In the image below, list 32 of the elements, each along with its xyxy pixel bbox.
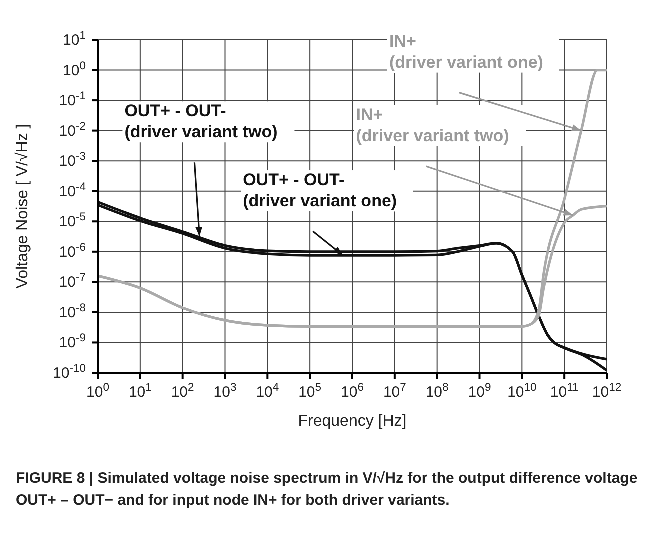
y-tick-label: 10$^{-4}$	[59, 181, 86, 200]
y-tick-label: 10$^{-9}$	[59, 332, 86, 352]
y-tick-label: 10$^{-1}$	[59, 90, 86, 110]
x-tick-label: 10$^{1}$	[128, 382, 152, 401]
annotation: IN+ (driver variant two)	[356, 105, 510, 146]
y-tick-label: 10$^{-3}$	[59, 151, 86, 170]
x-tick-label: 10$^{8}$	[426, 382, 449, 401]
x-tick-label: 10$^{11}$	[550, 382, 579, 401]
y-axis-title: Voltage Noise [ V/√Hz ]	[14, 124, 32, 289]
x-axis-title: Frequency [Hz]	[298, 413, 407, 430]
annotation: OUT+ - OUT- (driver variant one)	[243, 170, 398, 211]
x-tick-label: 10$^{4}$	[256, 382, 280, 401]
y-tick-label: 10$^{0}$	[63, 60, 86, 80]
x-tick-label: 10$^{0}$	[86, 382, 110, 401]
y-tick-label: 10$^{-5}$	[59, 212, 86, 231]
y-tick-label: 10$^{-8}$	[59, 302, 86, 322]
y-tick-label: 10$^{-7}$	[59, 272, 86, 292]
y-tick-label: 10$^{-2}$	[59, 120, 86, 140]
annotation: IN+ (driver variant one)	[389, 32, 544, 72]
x-tick-label: 10$^{6}$	[341, 382, 364, 401]
y-tick-label: 10$^{-6}$	[59, 242, 86, 261]
caption: FIGURE 8 | Simulated voltage noise spectrum in V/√Hz for the output difference voltage OUT+ – OUT− and for input node IN+ for both driver variants.	[15, 469, 639, 511]
x-tick-label: 10$^{12}$	[592, 382, 622, 401]
y-tick-label: 10$^{-10}$	[53, 363, 86, 382]
x-tick-label: 10$^{5}$	[298, 382, 322, 401]
y-tick-label: 10$^{1}$	[63, 30, 86, 49]
annotation: OUT+ - OUT- (driver variant two)	[124, 102, 278, 142]
x-tick-label: 10$^{10}$	[508, 382, 537, 401]
x-tick-label: 10$^{2}$	[171, 382, 194, 401]
x-tick-label: 10$^{9}$	[468, 382, 492, 401]
x-tick-label: 10$^{7}$	[383, 382, 406, 401]
x-tick-label: 10$^{3}$	[214, 382, 237, 401]
